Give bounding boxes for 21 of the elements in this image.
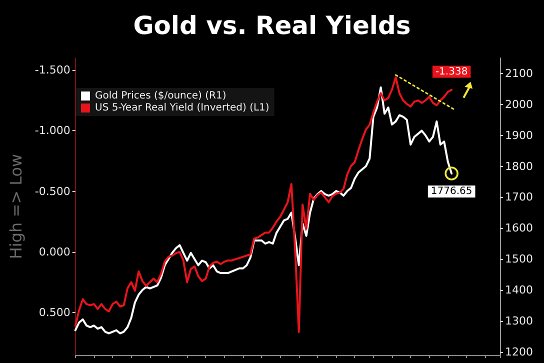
y2-tick-label: 1600: [505, 222, 533, 235]
y2-tick-label: 1700: [505, 190, 533, 204]
y2-tick-label: 2000: [505, 98, 533, 111]
y-tick-label: 0.500: [38, 306, 70, 320]
y2-tick-label: 1400: [505, 284, 533, 297]
y-tick-label: -1.000: [34, 124, 70, 138]
y2-tick-label: 2100: [505, 66, 533, 80]
y2-tick-label: 1900: [505, 128, 533, 142]
y2-tick-label: 1200: [505, 345, 533, 358]
y2-tick-label: 1500: [505, 252, 533, 266]
y-tick-label: -0.500: [34, 184, 70, 198]
y-tick-label: -1.500: [34, 64, 70, 77]
legend-label: US 5-Year Real Yield (Inverted) (L1): [95, 102, 270, 114]
chart-title: Gold vs. Real Yields: [133, 11, 411, 40]
y2-tick-label: 1300: [505, 314, 533, 328]
y2-tick-label: 1800: [505, 160, 533, 173]
y-tick-label: 0.000: [38, 245, 70, 258]
legend-label: Gold Prices ($/ounce) (R1): [95, 90, 226, 102]
data-label: -1.338: [435, 66, 468, 78]
y-axis-title: High => Low: [6, 154, 26, 260]
data-label: 1776.65: [430, 186, 472, 198]
